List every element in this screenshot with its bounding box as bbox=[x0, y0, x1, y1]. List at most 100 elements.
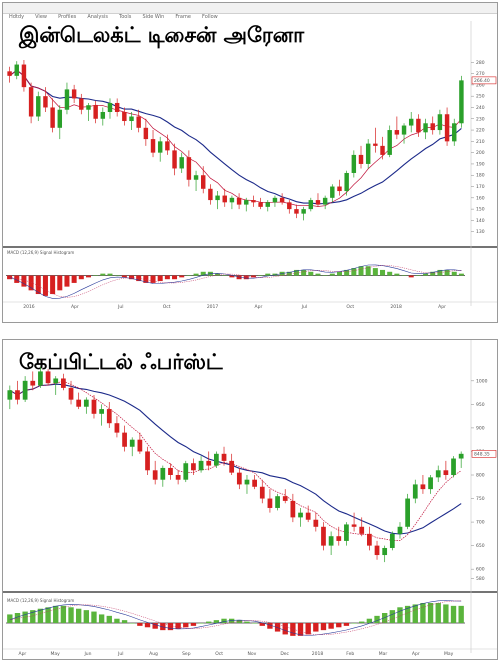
macd-histogram-bar bbox=[272, 273, 278, 276]
candle-body bbox=[367, 533, 372, 546]
x-tick-label: May bbox=[444, 651, 454, 657]
macd-line bbox=[9, 600, 462, 636]
candle-body bbox=[452, 123, 457, 142]
x-tick-label: Sep bbox=[182, 651, 191, 657]
macd-histogram-bar bbox=[320, 623, 327, 631]
macd-histogram-bar bbox=[397, 607, 403, 623]
y-tick-label: 240 bbox=[476, 105, 485, 111]
menu-item[interactable]: Frame bbox=[175, 14, 191, 20]
candle-body bbox=[28, 87, 34, 117]
menu-item[interactable]: Profiles bbox=[58, 14, 77, 20]
macd-histogram-bar bbox=[437, 269, 443, 276]
macd-histogram-bar bbox=[114, 275, 120, 276]
candle-body bbox=[394, 130, 400, 135]
candle-body bbox=[397, 526, 403, 534]
macd-histogram-bar bbox=[387, 271, 393, 276]
macd-histogram-bar bbox=[53, 605, 59, 623]
candle-body bbox=[305, 512, 311, 520]
x-tick-label: Jun bbox=[83, 651, 91, 657]
candle-body bbox=[459, 80, 464, 124]
candle-body bbox=[61, 378, 66, 388]
candle-body bbox=[351, 154, 357, 173]
candle-body bbox=[382, 547, 388, 556]
candle-body bbox=[420, 484, 426, 490]
chart-panel-1: Hdtdy View Profiles Analysis Tools Side … bbox=[2, 2, 498, 323]
candle-body bbox=[244, 200, 249, 205]
candle-body bbox=[259, 486, 265, 499]
macd-histogram-bar bbox=[408, 275, 414, 278]
price-tag-label: 266.40 bbox=[474, 78, 490, 84]
candle-body bbox=[221, 453, 227, 461]
y-tick-label: 280 bbox=[476, 60, 485, 66]
x-tick-label: Apr bbox=[412, 651, 420, 657]
macd-histogram-bar bbox=[206, 621, 212, 623]
x-tick-label: Apr bbox=[438, 304, 446, 310]
macd-histogram-bar bbox=[380, 269, 386, 276]
macd-histogram-bar bbox=[328, 623, 334, 629]
macd-histogram-bar bbox=[121, 275, 127, 278]
candle-body bbox=[430, 123, 435, 131]
y-tick-label: 140 bbox=[476, 218, 485, 224]
macd-histogram-bar bbox=[236, 620, 243, 623]
x-tick-label: Apr bbox=[18, 651, 26, 657]
macd-histogram-bar bbox=[106, 615, 112, 623]
macd-histogram-bar bbox=[351, 623, 357, 624]
menu-item[interactable]: Side Win bbox=[142, 14, 165, 20]
candle-body bbox=[122, 432, 127, 447]
macd-histogram-bar bbox=[301, 269, 307, 276]
macd-histogram-bar bbox=[228, 618, 235, 623]
candle-body bbox=[175, 475, 181, 480]
candle-body bbox=[336, 536, 342, 541]
menu-item[interactable]: Follow bbox=[202, 14, 218, 20]
candle-body bbox=[294, 209, 299, 214]
macd-histogram-bar bbox=[401, 275, 407, 276]
candle-body bbox=[258, 202, 263, 207]
macd-histogram-bar bbox=[244, 621, 250, 623]
candle-body bbox=[272, 197, 278, 203]
candle-body bbox=[172, 150, 177, 169]
macd-histogram-bar bbox=[45, 607, 51, 623]
macd-histogram-bar bbox=[322, 275, 328, 276]
macd-histogram-bar bbox=[179, 275, 185, 278]
candle-body bbox=[344, 172, 349, 192]
candle-body bbox=[76, 399, 82, 407]
macd-histogram-bar bbox=[186, 275, 192, 276]
menu-item[interactable]: Hdtdy bbox=[9, 14, 25, 20]
candle-body bbox=[265, 202, 270, 207]
candle-body bbox=[416, 118, 421, 133]
candle-body bbox=[57, 109, 63, 128]
x-tick-label: May bbox=[51, 651, 61, 657]
y-tick-label: 190 bbox=[476, 161, 485, 167]
menu-item[interactable]: Tools bbox=[119, 14, 132, 20]
candle-body bbox=[351, 524, 357, 527]
candle-body bbox=[122, 111, 127, 122]
macd-histogram-bar bbox=[259, 623, 265, 626]
indicator-label: MACD (12,26,9) Signal Histogram bbox=[7, 598, 74, 603]
macd-histogram-bar bbox=[344, 269, 350, 276]
candle-body bbox=[100, 111, 106, 119]
candle-body bbox=[214, 453, 219, 466]
macd-histogram-bar bbox=[78, 275, 84, 280]
macd-histogram-bar bbox=[172, 275, 178, 280]
menu-item[interactable]: View bbox=[35, 14, 47, 20]
y-tick-label: 270 bbox=[476, 71, 485, 77]
macd-histogram-bar bbox=[114, 618, 120, 623]
candle-body bbox=[208, 188, 213, 201]
candle-body bbox=[45, 371, 51, 384]
y-tick-label: 150 bbox=[476, 207, 485, 213]
x-tick-label: Aug bbox=[149, 651, 158, 657]
candle-body bbox=[405, 498, 410, 527]
macd-histogram-bar bbox=[359, 621, 365, 623]
y-tick-label: 900 bbox=[476, 425, 485, 431]
macd-histogram-bar bbox=[160, 623, 166, 631]
candle-body bbox=[157, 141, 163, 153]
candle-body bbox=[308, 200, 314, 210]
macd-histogram-bar bbox=[315, 273, 321, 276]
candle-body bbox=[79, 98, 84, 110]
candle-body bbox=[114, 423, 120, 433]
macd-histogram-bar bbox=[366, 618, 373, 623]
x-tick-label: 2018 bbox=[312, 651, 324, 657]
menu-item[interactable]: Analysis bbox=[87, 14, 108, 20]
x-tick-label: Oct bbox=[346, 304, 354, 310]
macd-histogram-bar bbox=[183, 623, 189, 628]
